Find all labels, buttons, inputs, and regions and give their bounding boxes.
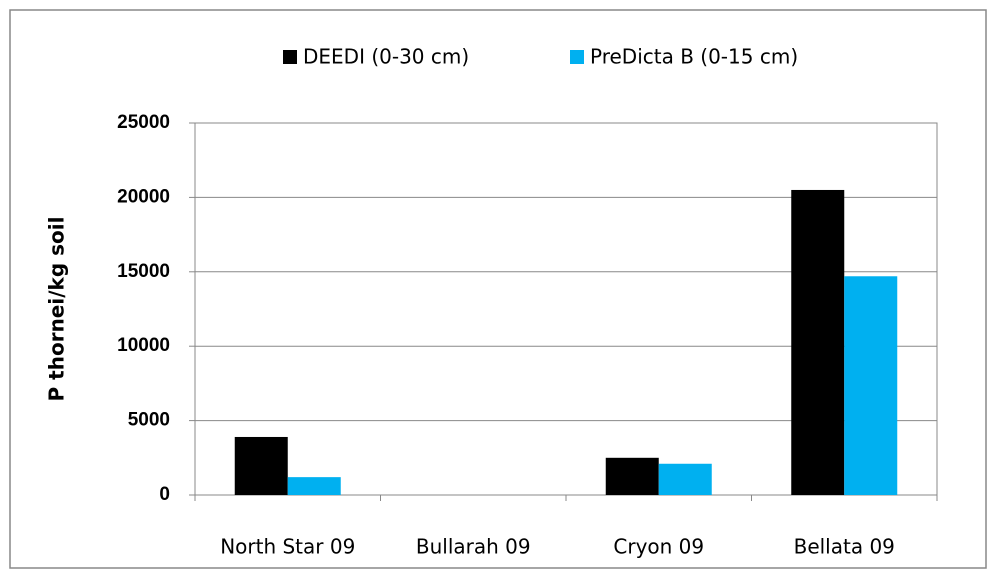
x-tick-label: North Star 09	[220, 535, 355, 559]
legend-swatch	[283, 50, 297, 64]
bar	[605, 457, 659, 495]
y-tick-label: 25000	[117, 112, 170, 133]
x-tick-label: Bellata 09	[794, 535, 895, 559]
bar	[844, 276, 898, 495]
legend-label: PreDicta B (0-15 cm)	[590, 45, 798, 69]
y-tick-label: 5000	[128, 410, 170, 431]
y-tick-label: 20000	[117, 186, 170, 207]
x-tick-label: Bullarah 09	[416, 535, 531, 559]
bar	[658, 463, 712, 495]
y-tick-label: 10000	[117, 335, 170, 356]
bar	[287, 477, 341, 495]
x-tick-label: Cryon 09	[613, 535, 704, 559]
legend-label: DEEDI (0-30 cm)	[303, 45, 469, 69]
legend-swatch	[570, 50, 584, 64]
y-axis-label: P thornei/kg soil	[45, 217, 69, 402]
y-tick-label: 15000	[117, 261, 170, 282]
bar	[234, 436, 288, 495]
bar	[791, 189, 845, 495]
y-tick-label: 0	[159, 484, 170, 505]
